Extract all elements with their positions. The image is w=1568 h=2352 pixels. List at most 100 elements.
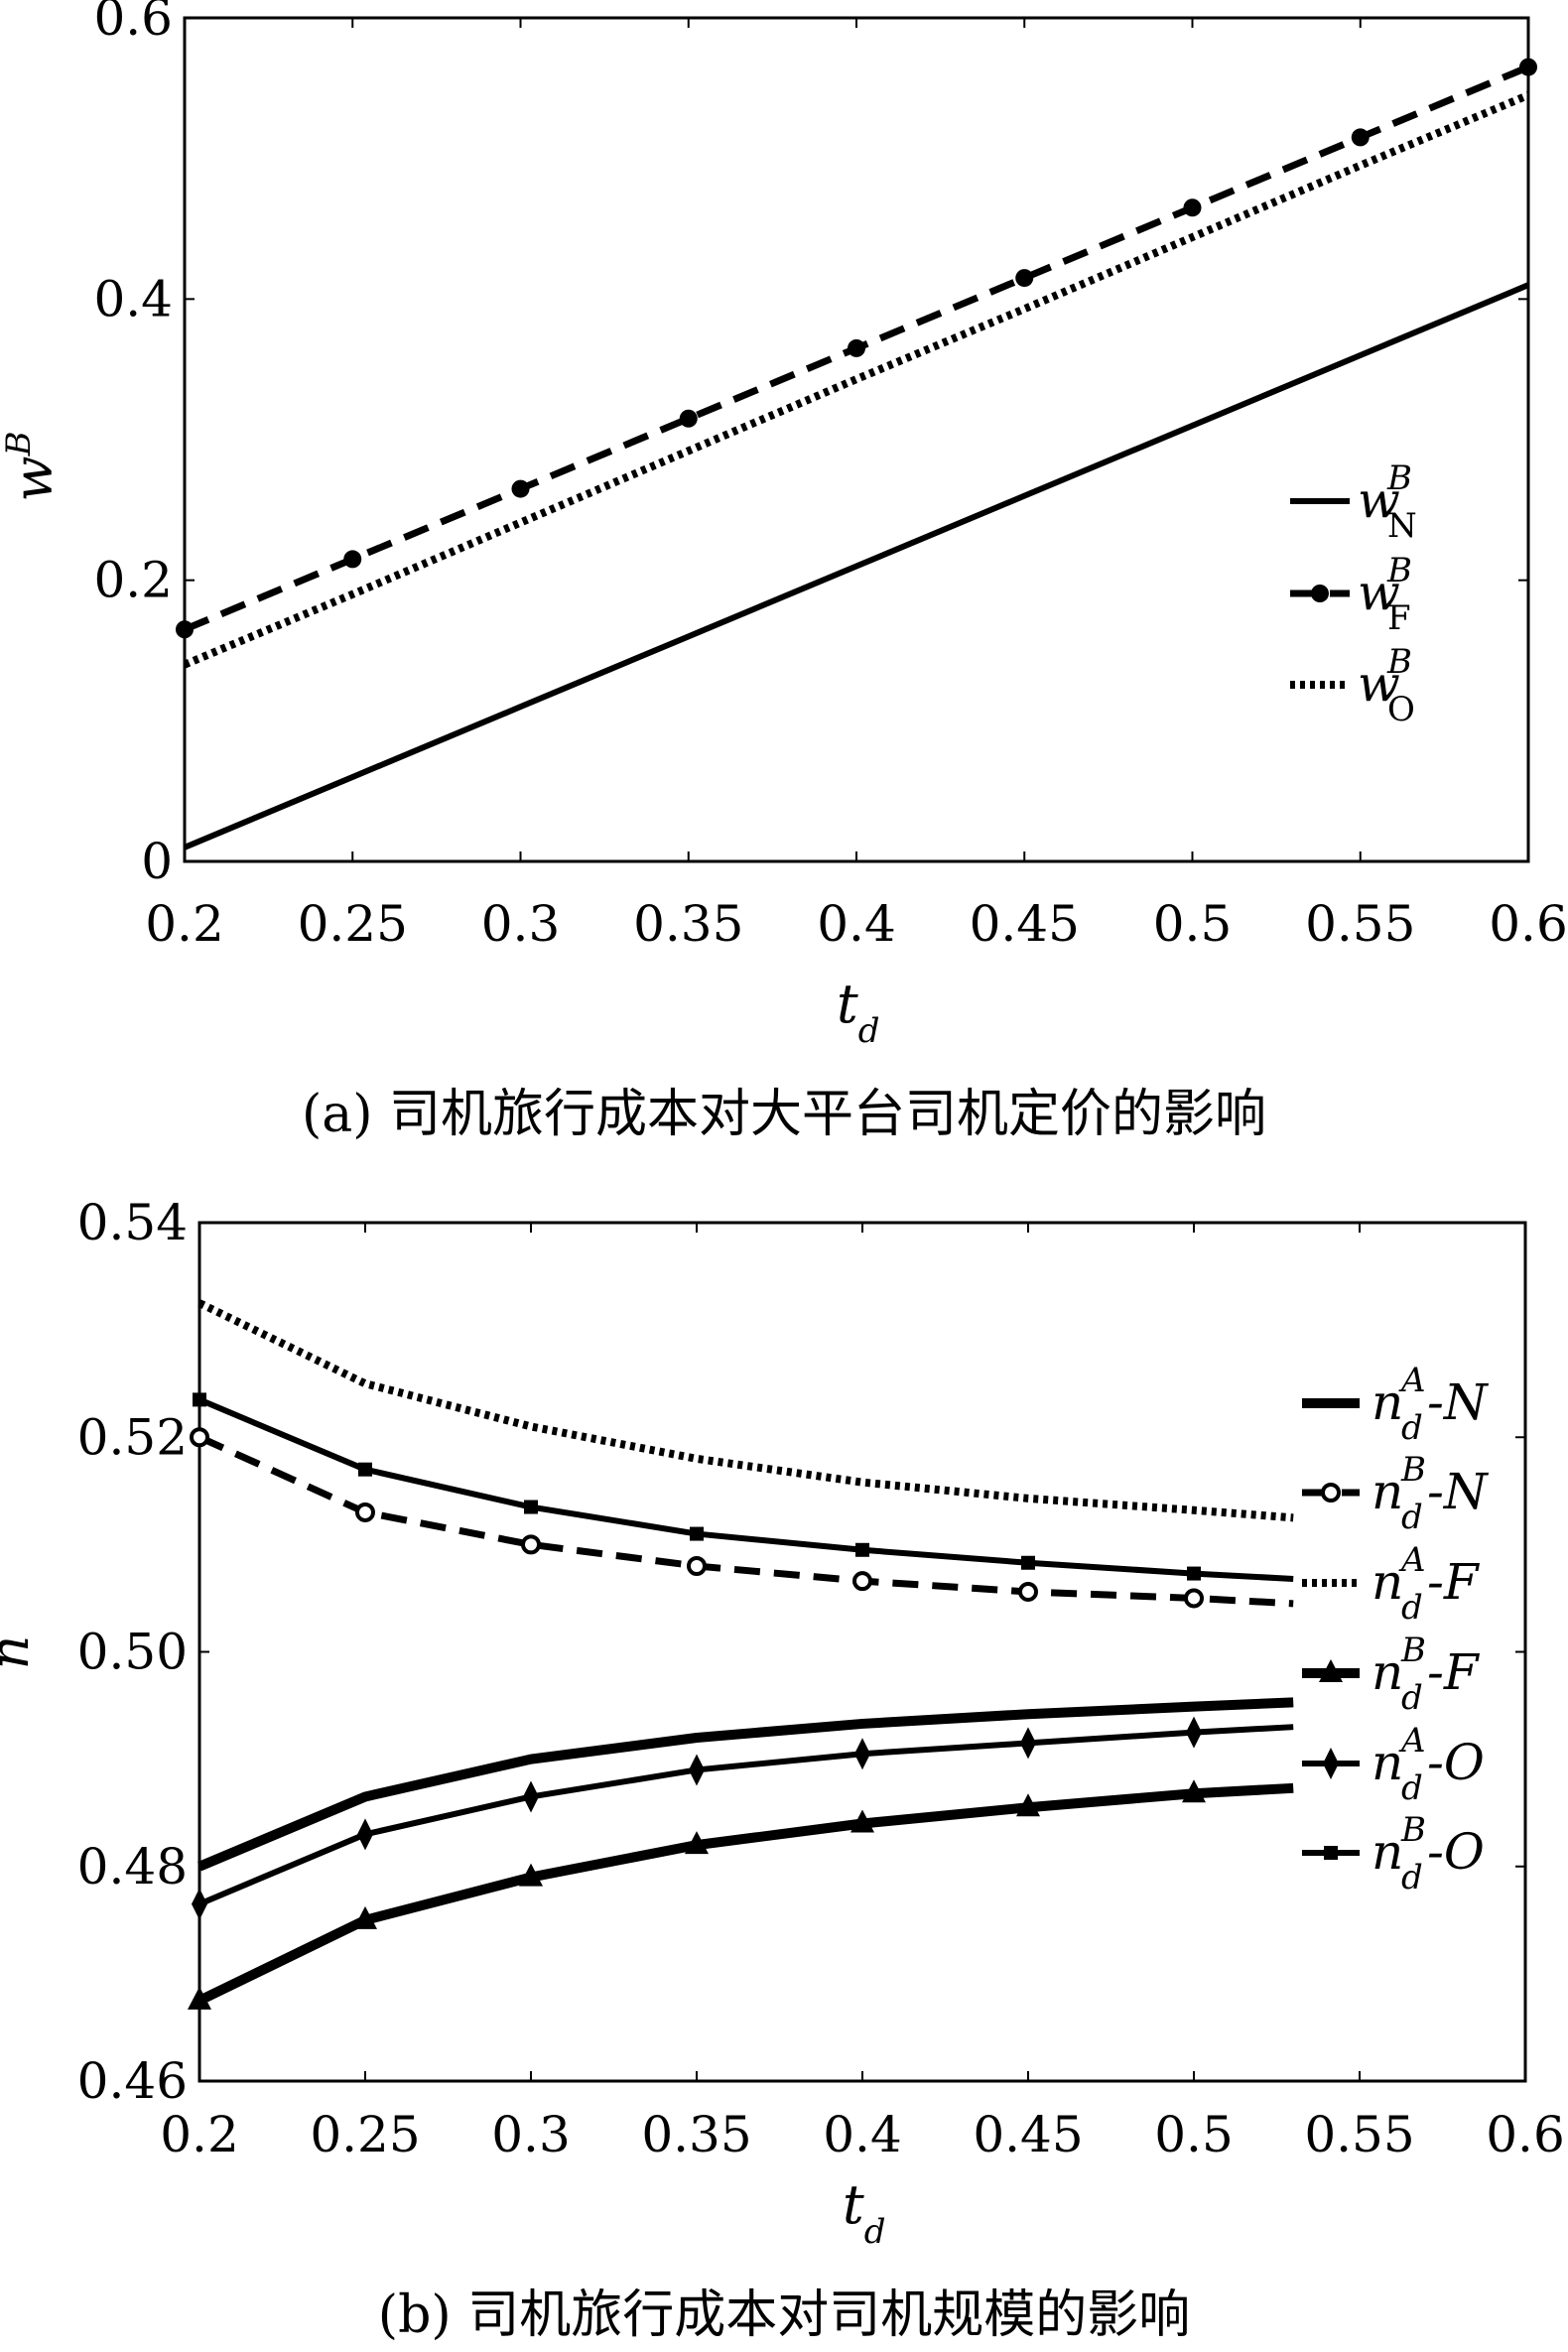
chart-b: 0.2 0.25 0.3 0.35 0.4 0.45 0.5 0.55 0.6 0.46 0.48 0… — [0, 1194, 1565, 2345]
y-tick-label: 0.46 — [77, 2052, 188, 2110]
data-point — [1187, 1566, 1201, 1581]
data-point — [523, 1780, 539, 1813]
data-point — [1183, 198, 1202, 217]
axes-frame — [197, 1221, 1527, 2083]
series-n_d^A-N — [197, 1697, 1294, 1872]
data-point — [1015, 269, 1034, 288]
data-point — [687, 1556, 707, 1576]
data-point — [1016, 1793, 1040, 1817]
series-line — [183, 282, 1530, 850]
y-tick-label: 0.50 — [77, 1624, 188, 1681]
series-w_O^B — [183, 91, 1530, 669]
x-tick-label: 0.3 — [491, 2106, 571, 2163]
data-point — [854, 1738, 870, 1770]
data-point — [355, 1502, 375, 1522]
legend-marker — [1319, 1659, 1343, 1682]
series-line — [197, 1396, 1294, 1582]
x-tick-label: 0.6 — [1486, 2106, 1565, 2163]
legend-marker — [1311, 585, 1329, 602]
legend-marker — [1323, 1748, 1339, 1779]
x-tick-label: 0.35 — [641, 2106, 751, 2163]
data-point — [353, 1905, 377, 1929]
data-point — [358, 1462, 372, 1477]
legend-label: nB d-F — [1372, 1631, 1481, 1718]
series-line — [197, 1434, 1294, 1608]
x-tick-label: 0.25 — [310, 2106, 420, 2163]
y-tick-label: 0.4 — [93, 270, 173, 327]
legend-label: wB F — [1358, 551, 1412, 638]
y-axis-label: n — [0, 1635, 41, 1670]
data-point — [188, 1986, 211, 2010]
series-n_d^B-F — [188, 1779, 1294, 2010]
chart-caption: (b) 司机旅行成本对司机规模的影响 — [378, 2286, 1190, 2345]
x-tick-label: 0.4 — [817, 895, 896, 953]
series-line — [197, 1697, 1294, 1872]
data-point — [1351, 128, 1370, 147]
legend-label: nA d-N — [1372, 1361, 1490, 1448]
data-point — [1186, 1716, 1202, 1749]
data-point — [1018, 1581, 1038, 1602]
data-point — [192, 1888, 207, 1920]
data-point — [190, 1427, 209, 1448]
x-tick-label: 0.45 — [973, 2106, 1083, 2163]
x-axis-label: td — [843, 2173, 885, 2252]
data-point — [511, 479, 530, 498]
y-tick-label: 0.6 — [93, 0, 173, 47]
series-line — [197, 1724, 1294, 1907]
data-point — [1184, 1588, 1204, 1609]
data-point — [343, 550, 362, 569]
axes-frame — [183, 16, 1530, 863]
x-tick-label: 0.25 — [298, 895, 408, 953]
data-point — [1182, 1779, 1206, 1803]
data-point — [524, 1500, 538, 1514]
series-n_d^A-O — [192, 1716, 1294, 1920]
legend-label: wB N — [1358, 458, 1417, 546]
x-tick-label: 0.55 — [1305, 895, 1415, 953]
x-tick-label: 0.2 — [160, 2106, 239, 2163]
legend-marker — [1321, 1483, 1341, 1503]
chart-caption: (a) 司机旅行成本对大平台司机定价的影响 — [302, 1085, 1266, 1144]
y-tick-label: 0.2 — [93, 552, 173, 609]
data-point — [852, 1571, 872, 1592]
series-w_F^B — [176, 58, 1537, 639]
x-tick-label: 0.5 — [1154, 2106, 1234, 2163]
data-point — [689, 1754, 705, 1786]
legend-label: wB O — [1358, 642, 1415, 729]
legend-label: nA d-O — [1372, 1721, 1485, 1808]
data-point — [519, 1863, 543, 1887]
data-point — [685, 1831, 709, 1855]
series-line — [197, 1299, 1294, 1522]
x-axis-label: td — [837, 973, 879, 1051]
x-tick-label: 0.55 — [1304, 2106, 1414, 2163]
series-line — [196, 1782, 1294, 2006]
y-tick-label: 0.52 — [77, 1408, 188, 1466]
series-n_d^B-O — [193, 1392, 1294, 1582]
data-point — [679, 409, 698, 428]
data-point — [1021, 1555, 1035, 1570]
data-point — [1519, 58, 1537, 76]
data-point — [690, 1526, 704, 1541]
y-tick-label: 0.48 — [77, 1838, 188, 1895]
y-axis-label: wB — [0, 431, 65, 501]
series-n_d^A-F — [197, 1299, 1294, 1522]
x-tick-label: 0.4 — [823, 2106, 902, 2163]
data-point — [850, 1809, 874, 1833]
y-tick-label: 0.54 — [77, 1194, 188, 1251]
legend-label: nA d-F — [1372, 1540, 1481, 1628]
data-point — [193, 1392, 206, 1407]
x-tick-label: 0.3 — [481, 895, 561, 953]
legend-label: nB d-N — [1372, 1450, 1490, 1537]
y-tick-label: 0 — [141, 833, 173, 890]
data-point — [855, 1542, 869, 1557]
data-point — [357, 1818, 373, 1851]
legend-label: nB d-O — [1372, 1810, 1485, 1897]
legend-marker — [1324, 1846, 1338, 1860]
x-tick-label: 0.45 — [970, 895, 1080, 953]
series-n_d^B-N — [190, 1427, 1294, 1609]
data-point — [176, 620, 194, 639]
x-tick-label: 0.5 — [1153, 895, 1233, 953]
data-point — [848, 338, 865, 357]
x-tick-label: 0.6 — [1489, 895, 1568, 953]
data-point — [521, 1534, 541, 1555]
